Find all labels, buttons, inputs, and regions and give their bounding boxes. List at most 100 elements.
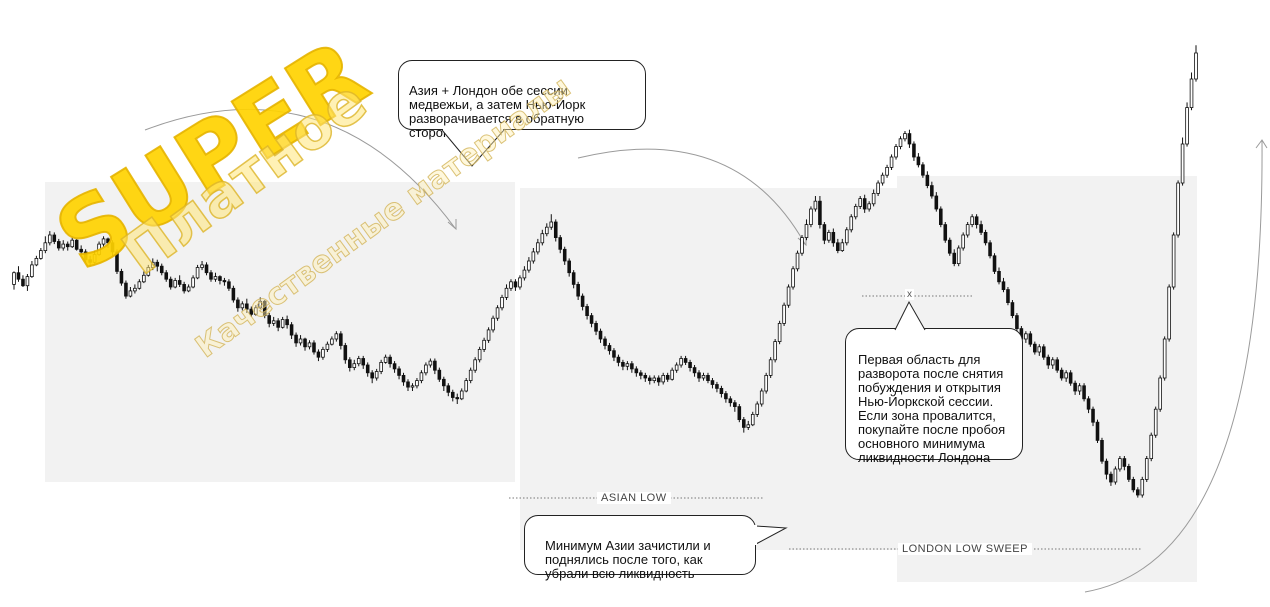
candle-body-bullish <box>858 198 863 207</box>
candle-body-bearish <box>715 384 719 389</box>
candle-body-bearish <box>83 251 88 261</box>
candle-body-bullish <box>352 363 357 369</box>
candle-body-bearish <box>728 398 733 404</box>
candle-body-bearish <box>571 272 576 285</box>
candle-body-bullish <box>777 322 782 342</box>
candle-body-bearish <box>1041 346 1046 358</box>
candle-body-bullish <box>500 296 504 309</box>
candle-body-bearish <box>1059 369 1064 379</box>
candle-body-bearish <box>397 368 401 376</box>
session-zones <box>45 176 1197 582</box>
callout-bottom-left-text: Минимум Азии зачистили и поднялись после… <box>545 538 711 581</box>
candle-body-bullish <box>661 374 666 383</box>
candle-body-bullish <box>133 287 137 292</box>
candle-body-bearish <box>52 234 57 242</box>
candle-body-bullish <box>504 287 509 298</box>
candle-body-bearish <box>818 200 822 225</box>
candle-body-bullish <box>746 424 751 428</box>
candle-body-bullish <box>486 329 491 341</box>
candle-body-bearish <box>155 261 160 267</box>
candle-body-bearish <box>316 351 321 358</box>
candle-body-bullish <box>849 216 854 231</box>
candle-body-bullish <box>782 304 786 324</box>
candle-body-bearish <box>822 224 827 241</box>
candle-body-bullish <box>1024 333 1028 340</box>
candle-body-bearish <box>553 221 558 239</box>
candle-body-bearish <box>312 342 316 353</box>
candle-body-bullish <box>903 133 907 140</box>
candle-body-bearish <box>598 330 603 340</box>
candle-body-bearish <box>455 397 460 400</box>
candle-body-bearish <box>1082 385 1086 400</box>
callout-top-text: Азия + Лондон обе сессии медвежьи, а зат… <box>409 83 586 140</box>
candle-body-bearish <box>567 260 571 274</box>
candle-body-bearish <box>370 372 374 379</box>
reversal-x-mark: x <box>905 289 914 300</box>
candle-body-bullish <box>970 216 974 226</box>
candle-body-bullish <box>491 317 495 331</box>
candle-body-bullish <box>186 286 191 292</box>
candle-body-bearish <box>612 350 616 358</box>
candle-body-bullish <box>97 243 101 255</box>
candle-body-bearish <box>1109 473 1113 483</box>
candle-body-bullish <box>965 224 970 236</box>
candle-body-bearish <box>1028 333 1033 345</box>
candle-body-bullish <box>827 231 831 241</box>
candle-body-bearish <box>710 380 715 385</box>
candle-body-bearish <box>231 287 236 301</box>
callout-right-pointer <box>894 300 926 332</box>
candle-body-bullish <box>30 264 34 277</box>
candle-body-bullish <box>809 208 813 226</box>
candle-body-bearish <box>1131 478 1136 491</box>
candle-body-bearish <box>947 239 952 254</box>
callout-top: Азия + Лондон обе сессии медвежьи, а зат… <box>398 60 646 140</box>
candle-body-bearish <box>737 406 742 421</box>
candle-body-bearish <box>656 377 661 383</box>
candle-body-bullish <box>128 290 133 297</box>
candle-body-bullish <box>213 276 218 280</box>
candle-body-bearish <box>589 315 594 324</box>
candle-body-bearish <box>1086 398 1091 410</box>
candle-body-bearish <box>1001 281 1006 290</box>
candle-body-bearish <box>988 242 992 257</box>
candle-body-bullish <box>840 242 845 252</box>
candle-body-bullish <box>750 413 755 426</box>
candle-body-bearish <box>262 300 267 316</box>
candle-body-bullish <box>298 338 303 344</box>
candle-body-bearish <box>724 393 728 400</box>
arrowhead-asia <box>447 219 457 231</box>
candle-body-bullish <box>321 348 325 358</box>
candle-body-bullish <box>889 156 894 168</box>
candle-body-bearish <box>697 372 701 379</box>
candle-body-bearish <box>294 334 298 344</box>
candle-body-bearish <box>446 385 451 393</box>
candle-body-bearish <box>1046 356 1051 366</box>
candle-body-bearish <box>115 251 119 272</box>
candle-body-bullish <box>1118 458 1122 470</box>
candle-body-bullish <box>1158 377 1162 410</box>
candle-body-bullish <box>334 333 339 340</box>
candle-body-bullish <box>415 380 419 387</box>
candle-body-bullish <box>410 385 415 388</box>
candle-body-bearish <box>1033 343 1037 353</box>
candle-body-bearish <box>406 381 410 388</box>
candle-body-bullish <box>844 229 849 244</box>
candle-body-bullish <box>1064 372 1068 379</box>
candle-body-bullish <box>885 166 889 176</box>
candle-body-bullish <box>867 203 871 210</box>
candle-body-bearish <box>558 237 563 250</box>
candle-body-bullish <box>70 239 74 248</box>
candle-body-bullish <box>1144 458 1149 480</box>
arc-newyork <box>1084 139 1263 593</box>
candle-body-bearish <box>594 322 598 332</box>
candle-body-bullish <box>679 358 683 366</box>
candle-body-bullish <box>755 403 760 415</box>
candle-body-bearish <box>1010 302 1015 317</box>
london-low-sweep-label: LONDON LOW SWEEP <box>898 543 1032 555</box>
candle-body-bullish <box>670 369 674 380</box>
candle-body-bearish <box>719 387 724 394</box>
candle-body-bullish <box>795 252 800 270</box>
candle-body-bullish <box>1153 408 1158 436</box>
candle-body-bearish <box>607 345 612 352</box>
candle-body-bearish <box>925 174 930 186</box>
